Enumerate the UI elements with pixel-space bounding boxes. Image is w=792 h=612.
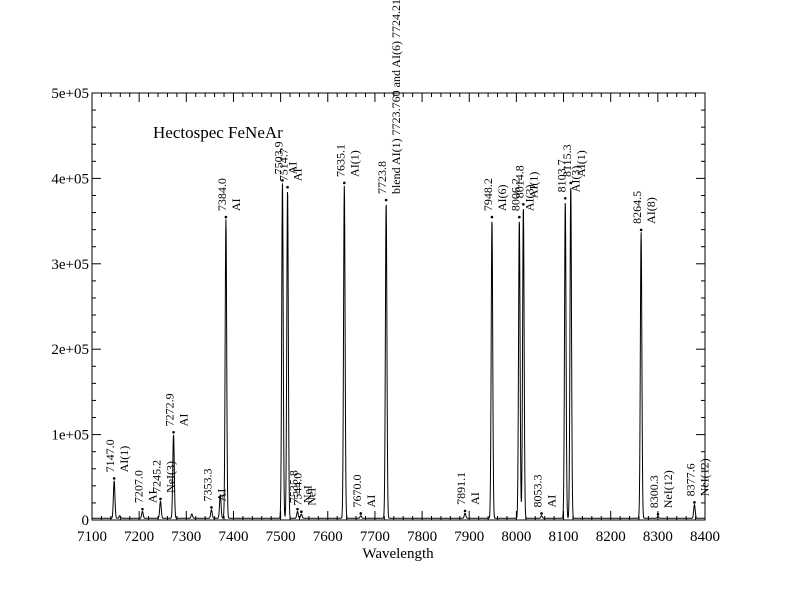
annotation-species: AI bbox=[291, 169, 305, 182]
peak-marker bbox=[463, 509, 467, 513]
annotation-wavelength: 7353.3 bbox=[200, 468, 214, 501]
x-tick-label: 7100 bbox=[77, 529, 107, 545]
peak-marker bbox=[693, 501, 696, 504]
annotation-wavelength: 7948.2 bbox=[481, 178, 495, 211]
annotation-species: NeI(3) bbox=[163, 461, 177, 493]
annotation-wavelength: 8377.6 bbox=[683, 463, 697, 496]
annotation-wavelength: 7635.1 bbox=[333, 144, 347, 177]
annotation-wavelength: 8103.7 bbox=[554, 159, 568, 192]
annotation-species: AI(3) bbox=[568, 166, 582, 193]
peak-marker bbox=[286, 185, 289, 189]
x-tick-label: 7300 bbox=[171, 529, 201, 545]
peak-marker bbox=[141, 507, 144, 511]
peak-marker bbox=[224, 215, 228, 219]
peak-marker bbox=[343, 181, 346, 185]
annotation-species: AI(1) bbox=[347, 150, 361, 177]
annotation-wavelength: 7723.8 bbox=[375, 161, 389, 194]
annotation-species: AI bbox=[364, 495, 378, 508]
peak-markers bbox=[112, 179, 696, 516]
annotation-species: AI bbox=[145, 490, 159, 503]
x-tick-label: 7400 bbox=[218, 529, 248, 545]
annotation-species: NeI bbox=[300, 485, 314, 503]
x-tick-label: 8100 bbox=[549, 529, 579, 545]
annotation-wavelength: 7535.8 bbox=[286, 470, 300, 503]
annotation-wavelength: 8300.3 bbox=[647, 475, 661, 508]
peak-marker bbox=[518, 215, 521, 219]
x-tick-label: 8400 bbox=[690, 529, 720, 545]
peak-marker bbox=[281, 179, 284, 182]
y-tick-label: 1e+05 bbox=[51, 428, 89, 444]
axis-ticks bbox=[91, 92, 706, 521]
y-tick-labels: 0 1e+05 2e+05 3e+05 4e+05 5e+05 bbox=[51, 86, 89, 529]
x-tick-label: 7900 bbox=[454, 529, 484, 545]
peak-marker bbox=[210, 506, 213, 509]
annotation-wavelength: 8006.2 bbox=[508, 178, 522, 211]
spectrum-line bbox=[92, 183, 705, 519]
annotation-wavelength: 8014.8 bbox=[512, 165, 526, 198]
peak-marker bbox=[384, 198, 388, 202]
annotation-wavelength: 7245.2 bbox=[149, 460, 163, 493]
x-tick-label: 8300 bbox=[643, 529, 673, 545]
x-axis-title: Wavelength bbox=[362, 546, 434, 562]
peak-marker bbox=[172, 431, 175, 434]
peak-marker bbox=[300, 510, 303, 514]
peak-marker bbox=[656, 512, 660, 516]
peak-marker bbox=[296, 507, 299, 511]
plot-frame bbox=[91, 92, 706, 521]
annotation-species: AI bbox=[177, 414, 191, 427]
x-tick-label: 7500 bbox=[266, 529, 296, 545]
annotation-wavelength: 7891.1 bbox=[454, 472, 468, 505]
x-tick-labels: 7100 7200 7300 7400 7500 7600 7700 7800 7900 8000… bbox=[77, 529, 720, 545]
peak-marker bbox=[563, 197, 567, 200]
annotation-species: AI(1) bbox=[117, 446, 131, 473]
annotation-species: AI(1) bbox=[574, 150, 588, 177]
annotation-species: AI bbox=[545, 495, 559, 508]
annotation-species: NeI bbox=[304, 488, 318, 506]
peak-marker bbox=[490, 215, 494, 219]
annotation-wavelength: 7384.0 bbox=[215, 178, 229, 211]
annotation-species: AI(1) bbox=[526, 172, 540, 199]
peak-marker bbox=[112, 477, 116, 480]
annotation-species: blend AI(1) 7723.760 and AI(6) 7724.21 bbox=[389, 0, 403, 194]
annotation-species: AI(6) bbox=[495, 184, 509, 211]
annotation-wavelength: 7147.0 bbox=[103, 439, 117, 472]
annotation-species: NeI(12) bbox=[661, 470, 675, 508]
annotation-species: AI(3) bbox=[522, 184, 536, 211]
annotation-wavelength: 7544.0 bbox=[290, 473, 304, 506]
annotation-species: AI bbox=[285, 162, 299, 175]
annotation-wavelength: 8053.3 bbox=[531, 474, 545, 507]
y-tick-label: 3e+05 bbox=[51, 257, 89, 273]
annotation-species: AI bbox=[468, 492, 482, 505]
peak-marker bbox=[159, 497, 162, 501]
x-tick-label: 8000 bbox=[501, 529, 531, 545]
annotation-wavelength: 7503.9 bbox=[271, 141, 285, 174]
peak-marker bbox=[522, 202, 525, 206]
y-tick-label: 0 bbox=[82, 513, 90, 529]
annotation-species: AI bbox=[214, 489, 228, 502]
peak-marker bbox=[569, 181, 573, 185]
x-tick-label: 7200 bbox=[124, 529, 154, 545]
annotation-species: NeI(12) bbox=[697, 458, 711, 496]
x-tick-label: 7600 bbox=[313, 529, 343, 545]
x-tick-label: 7800 bbox=[407, 529, 437, 545]
y-tick-label: 5e+05 bbox=[51, 86, 89, 102]
annotation-wavelength: 8264.5 bbox=[630, 191, 644, 224]
annotation-wavelength: 7670.0 bbox=[350, 474, 364, 507]
annotation-species: AI bbox=[229, 198, 243, 211]
y-tick-label: 2e+05 bbox=[51, 342, 89, 358]
annotation-wavelength: 8115.3 bbox=[560, 144, 574, 177]
chart-title: Hectospec FeNeAr bbox=[153, 123, 283, 142]
peak-marker bbox=[359, 512, 363, 515]
annotation-species: AI(8) bbox=[644, 197, 658, 224]
annotation-wavelength: 7207.0 bbox=[131, 470, 145, 503]
x-tick-label: 8200 bbox=[596, 529, 626, 545]
y-tick-label: 4e+05 bbox=[51, 171, 89, 187]
peak-marker bbox=[540, 512, 543, 515]
annotation-wavelength: 7514.7 bbox=[277, 148, 291, 181]
annotation-wavelength: 7272.9 bbox=[163, 393, 177, 426]
x-tick-label: 7700 bbox=[360, 529, 390, 545]
peak-marker bbox=[639, 228, 643, 232]
